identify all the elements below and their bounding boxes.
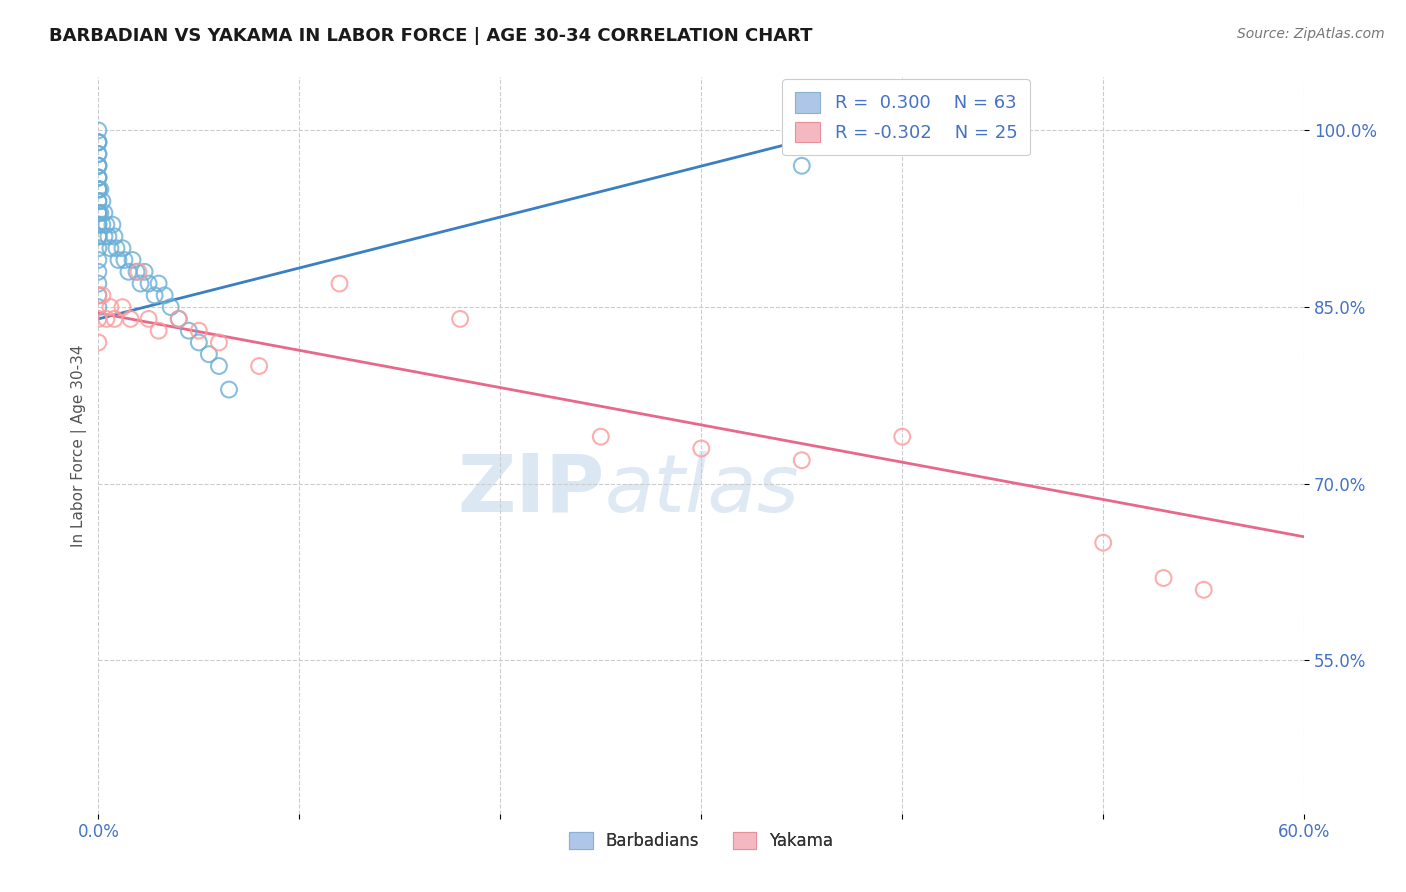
Point — [159, 300, 181, 314]
Point — [129, 277, 152, 291]
Point — [87, 182, 110, 196]
Point — [87, 182, 110, 196]
Point — [87, 147, 110, 161]
Point — [114, 252, 136, 267]
Point — [148, 277, 170, 291]
Point — [87, 241, 110, 255]
Point — [138, 277, 160, 291]
Point — [87, 312, 110, 326]
Point — [105, 241, 128, 255]
Point — [93, 206, 115, 220]
Point — [134, 265, 156, 279]
Point — [107, 252, 129, 267]
Point — [167, 312, 190, 326]
Point — [87, 288, 110, 302]
Point — [87, 265, 110, 279]
Point — [87, 170, 110, 185]
Point — [87, 229, 110, 244]
Y-axis label: In Labor Force | Age 30-34: In Labor Force | Age 30-34 — [72, 344, 87, 547]
Point — [87, 252, 110, 267]
Text: BARBADIAN VS YAKAMA IN LABOR FORCE | AGE 30-34 CORRELATION CHART: BARBADIAN VS YAKAMA IN LABOR FORCE | AGE… — [49, 27, 813, 45]
Text: ZIP: ZIP — [457, 450, 605, 529]
Point — [143, 288, 166, 302]
Point — [328, 277, 350, 291]
Text: atlas: atlas — [605, 450, 800, 529]
Point — [100, 241, 122, 255]
Point — [208, 335, 231, 350]
Point — [125, 265, 148, 279]
Point — [87, 170, 110, 185]
Point — [87, 194, 110, 208]
Point — [187, 324, 209, 338]
Point — [111, 241, 134, 255]
Point — [1192, 582, 1215, 597]
Point — [87, 147, 110, 161]
Point — [87, 123, 110, 137]
Point — [187, 335, 209, 350]
Point — [87, 206, 110, 220]
Text: Source: ZipAtlas.com: Source: ZipAtlas.com — [1237, 27, 1385, 41]
Point — [1092, 535, 1115, 549]
Point — [103, 229, 125, 244]
Point — [138, 312, 160, 326]
Point — [89, 182, 111, 196]
Point — [589, 430, 612, 444]
Point — [87, 218, 110, 232]
Point — [87, 229, 110, 244]
Point — [100, 300, 122, 314]
Point — [218, 383, 240, 397]
Point — [101, 218, 124, 232]
Point — [103, 312, 125, 326]
Point — [121, 252, 143, 267]
Point — [87, 170, 110, 185]
Point — [87, 288, 110, 302]
Point — [96, 312, 118, 326]
Point — [96, 218, 118, 232]
Point — [120, 312, 142, 326]
Point — [1153, 571, 1175, 585]
Point — [177, 324, 200, 338]
Point — [87, 159, 110, 173]
Point — [87, 159, 110, 173]
Point — [167, 312, 190, 326]
Point — [87, 135, 110, 149]
Point — [247, 359, 270, 373]
Point — [87, 194, 110, 208]
Point — [148, 324, 170, 338]
Point — [87, 135, 110, 149]
Point — [449, 312, 471, 326]
Point — [89, 206, 111, 220]
Point — [87, 300, 110, 314]
Point — [87, 182, 110, 196]
Point — [128, 265, 150, 279]
Legend: Barbadians, Yakama: Barbadians, Yakama — [562, 825, 839, 857]
Point — [93, 229, 115, 244]
Point — [790, 453, 813, 467]
Point — [87, 159, 110, 173]
Point — [87, 206, 110, 220]
Point — [91, 194, 114, 208]
Point — [87, 277, 110, 291]
Point — [87, 206, 110, 220]
Point — [790, 159, 813, 173]
Point — [198, 347, 221, 361]
Point — [111, 300, 134, 314]
Point — [208, 359, 231, 373]
Point — [97, 229, 120, 244]
Point — [91, 218, 114, 232]
Point — [153, 288, 176, 302]
Point — [891, 430, 914, 444]
Point — [117, 265, 139, 279]
Point — [87, 218, 110, 232]
Point — [87, 135, 110, 149]
Point — [87, 335, 110, 350]
Point — [690, 442, 713, 456]
Point — [831, 135, 853, 149]
Point — [91, 288, 114, 302]
